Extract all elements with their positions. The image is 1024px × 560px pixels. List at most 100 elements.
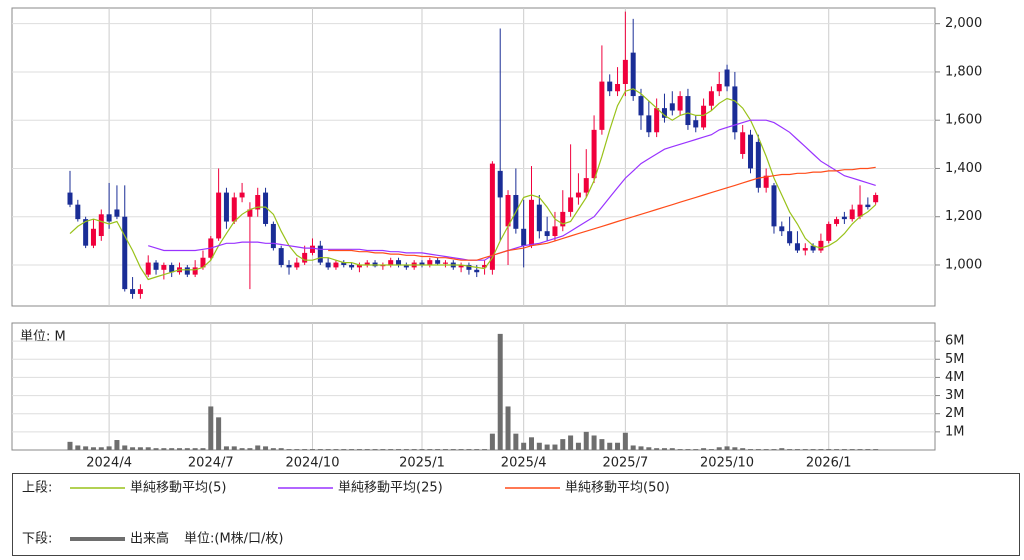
volume-bar <box>216 417 222 450</box>
candle-body <box>153 262 159 270</box>
volume-bar <box>169 448 175 450</box>
candle-body <box>528 199 534 246</box>
candle-body <box>255 195 261 210</box>
volume-bar <box>145 447 151 450</box>
volume-bar <box>200 448 206 450</box>
volume-bar <box>771 449 777 450</box>
candle-body <box>442 262 448 264</box>
candle-body <box>591 129 597 179</box>
volume-bar <box>787 449 793 450</box>
candle-body <box>630 52 636 97</box>
volume-bar <box>333 449 339 450</box>
volume-bar <box>419 449 425 450</box>
candle-body <box>278 248 284 265</box>
x-tick-label: 2024/10 <box>285 456 339 471</box>
y-tick-label: 1,200 <box>945 209 982 224</box>
candle-body <box>286 264 292 268</box>
volume-bar <box>716 447 722 450</box>
volume-bar <box>286 449 292 450</box>
candle-body <box>458 264 464 268</box>
volume-bar <box>489 433 495 450</box>
candle-body <box>474 269 480 273</box>
volume-bar <box>677 449 683 450</box>
legend-text: 出来高 <box>130 531 169 547</box>
candle-body <box>560 211 566 227</box>
volume-bar <box>90 447 96 450</box>
ma-line <box>69 88 877 281</box>
candle-body <box>685 96 691 126</box>
volume-bar <box>818 449 824 450</box>
candle-body <box>489 163 495 270</box>
candle-body <box>67 192 73 205</box>
y-tick-label: 4M <box>945 370 965 385</box>
volume-bar <box>857 449 863 450</box>
candle-body <box>536 204 542 232</box>
volume-bar <box>568 435 574 450</box>
candle-body <box>137 289 143 294</box>
volume-bar <box>740 448 746 450</box>
volume-bar <box>685 449 691 450</box>
volume-bar <box>356 449 362 450</box>
volume-bar <box>466 449 472 450</box>
candle-body <box>794 243 800 251</box>
volume-bar <box>114 440 120 450</box>
volume-bar <box>528 437 534 450</box>
candle-body <box>169 264 175 273</box>
candle-body <box>349 264 355 268</box>
candle-body <box>787 231 793 244</box>
legend-text: 単純移動平均(50) <box>565 480 670 496</box>
y-tick-label: 2,000 <box>945 16 982 31</box>
candle-body <box>247 209 253 217</box>
volume-bar <box>779 448 785 450</box>
volume-bar <box>646 447 652 450</box>
candle-body <box>122 216 128 290</box>
candle-body <box>646 115 652 133</box>
volume-bar <box>708 449 714 450</box>
candle-body <box>364 262 370 265</box>
volume-bar <box>435 449 441 450</box>
volume-bar <box>270 448 276 450</box>
candle-body <box>669 103 675 111</box>
candle-body <box>677 96 683 111</box>
volume-bar <box>309 449 315 450</box>
volume-bar <box>865 449 871 450</box>
candle-body <box>568 197 574 212</box>
candle-body <box>708 91 714 106</box>
volume-bar <box>247 448 253 450</box>
candle-body <box>740 132 746 154</box>
volume-bar <box>669 448 675 450</box>
volume-bar <box>724 446 730 450</box>
candle-body <box>83 219 89 246</box>
candle-body <box>638 96 644 116</box>
volume-bar <box>560 439 566 450</box>
candle-body <box>693 120 699 128</box>
candle-body <box>849 209 855 220</box>
candle-body <box>622 59 628 85</box>
candle-body <box>231 197 237 222</box>
y-tick-label: 1,400 <box>945 161 982 176</box>
volume-bar <box>810 449 816 450</box>
volume-bar <box>732 447 738 450</box>
candle-body <box>763 175 769 188</box>
price-panel <box>11 7 936 307</box>
volume-bar <box>137 447 143 450</box>
y-tick-label: 1,000 <box>945 257 982 272</box>
y-tick-label: 5M <box>945 352 965 367</box>
candle-body <box>341 262 347 265</box>
volume-bar <box>130 447 136 450</box>
x-tick-label: 2024/4 <box>86 456 132 471</box>
volume-bar <box>661 448 667 450</box>
candle-body <box>779 226 785 232</box>
volume-bar <box>583 431 589 450</box>
candle-body <box>388 260 394 265</box>
volume-bar <box>122 445 128 450</box>
candle-body <box>826 223 832 241</box>
volume-bar <box>748 449 754 450</box>
candle-body <box>810 245 816 251</box>
volume-bar <box>442 449 448 450</box>
volume-bar <box>380 449 386 450</box>
volume-bar <box>755 449 761 450</box>
candle-body <box>552 226 558 237</box>
y-tick-label: 1,800 <box>945 64 982 79</box>
volume-bar <box>325 449 331 450</box>
